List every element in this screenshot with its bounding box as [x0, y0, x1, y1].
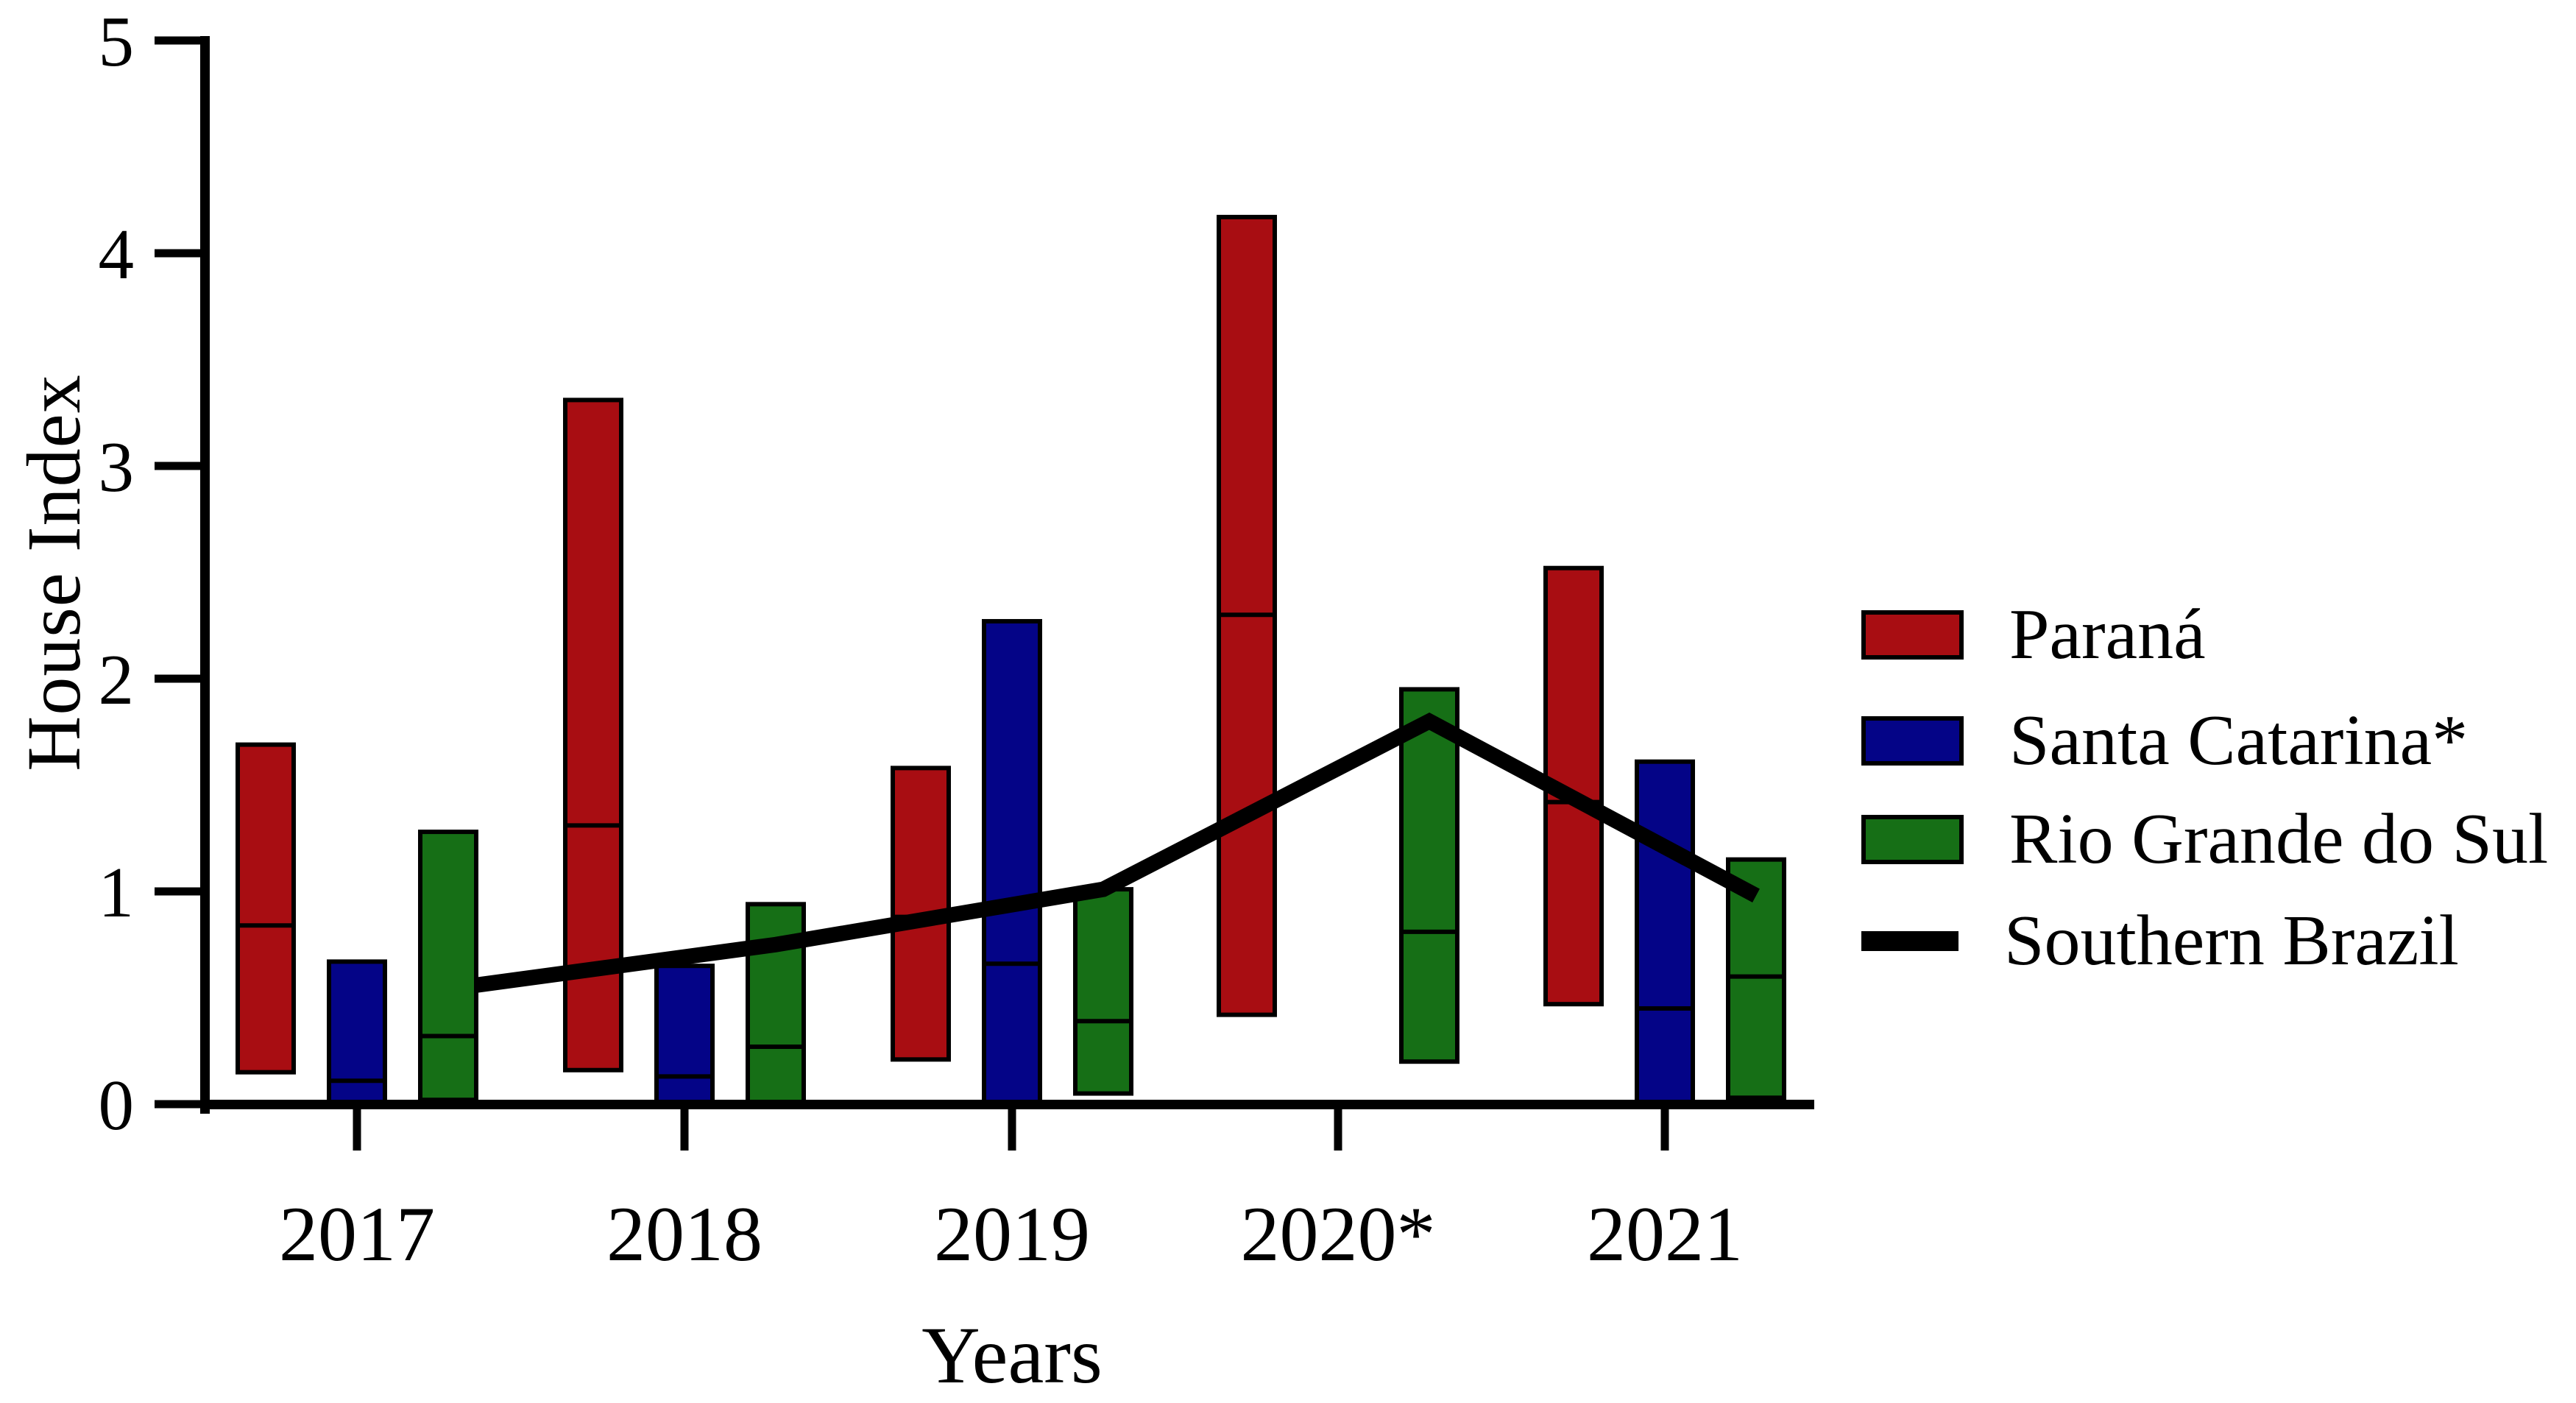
rio-grande-do-sul-swatch-icon — [1861, 814, 1964, 864]
y-tick-label: 4 — [99, 215, 135, 294]
bar-riograndedosul-2017 — [418, 830, 478, 1103]
x-tick — [353, 1109, 361, 1151]
bar-paran-2018 — [563, 397, 623, 1072]
legend-label-southern-brazil: Southern Brazil — [2004, 901, 2459, 980]
x-tick-label-2019: 2019 — [934, 1191, 1090, 1277]
y-tick — [155, 249, 200, 258]
legend-item-parana: Paraná — [1861, 583, 2206, 686]
y-tick — [155, 462, 200, 470]
x-tick — [1008, 1109, 1016, 1151]
bar-riograndedosul-2020 — [1399, 687, 1459, 1064]
x-axis-title: Years — [921, 1310, 1103, 1400]
x-tick — [1660, 1109, 1669, 1151]
y-tick — [155, 887, 200, 896]
y-tick-label: 2 — [99, 640, 135, 719]
parana-swatch-icon — [1861, 609, 1964, 660]
x-tick-label-2018: 2018 — [606, 1191, 762, 1277]
southern-brazil-line-swatch-icon — [1861, 930, 1958, 951]
x-tick-label-2021: 2021 — [1587, 1191, 1743, 1277]
x-tick — [680, 1109, 689, 1151]
southern-brazil-trend-line — [475, 712, 1760, 993]
y-tick-label: 0 — [99, 1066, 135, 1145]
x-tick-label-2017: 2017 — [279, 1191, 435, 1277]
legend-item-rio-grande-do-sul: Rio Grande do Sul — [1861, 788, 2548, 891]
legend-label-parana: Paraná — [2009, 595, 2206, 674]
bar-paran-2017 — [236, 742, 296, 1075]
y-tick-label: 5 — [99, 2, 135, 81]
legend-label-santa-catarina: Santa Catarina* — [2009, 701, 2469, 780]
legend-label-rio-grande-do-sul: Rio Grande do Sul — [2009, 799, 2549, 879]
x-tick-label-2020: 2020* — [1241, 1191, 1436, 1277]
y-tick — [155, 36, 200, 45]
bar-santacatarina-2018 — [654, 964, 715, 1107]
bar-santacatarina-2021 — [1635, 759, 1695, 1106]
y-tick — [155, 674, 200, 683]
y-tick — [155, 1100, 200, 1109]
bar-santacatarina-2019 — [982, 618, 1042, 1106]
bar-riograndedosul-2019 — [1073, 887, 1133, 1096]
y-axis-spine — [200, 36, 210, 1114]
y-tick-label: 1 — [99, 853, 135, 932]
santa-catarina-swatch-icon — [1861, 715, 1964, 766]
legend-item-santa-catarina: Santa Catarina* — [1861, 689, 2468, 792]
y-tick-label: 3 — [99, 428, 135, 506]
x-axis-spine — [200, 1100, 1814, 1109]
x-tick — [1334, 1109, 1342, 1151]
legend-item-southern-brazil: Southern Brazil — [1861, 889, 2459, 992]
